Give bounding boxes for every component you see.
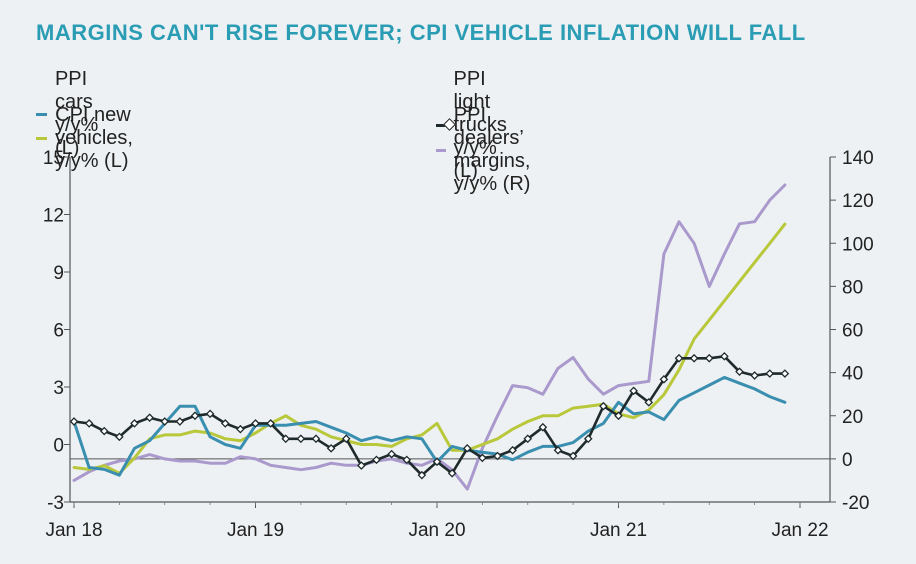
y-left-tick-label: 15 xyxy=(43,148,64,169)
series-marker-point xyxy=(387,449,396,459)
y-right-tick-label: 140 xyxy=(842,148,874,169)
y-right-tick-label: 20 xyxy=(842,407,863,428)
series-marker-point xyxy=(160,417,170,426)
series-marker-point xyxy=(599,401,608,411)
series-marker-point xyxy=(99,426,109,436)
series-line-1 xyxy=(72,354,787,477)
series-marker-point xyxy=(735,367,744,376)
legend-item-ppi-cars: PPI cars y/y% (L) xyxy=(36,68,115,160)
series-marker-point xyxy=(780,369,790,378)
legend-swatch-ppi-cars xyxy=(36,112,47,116)
y-left-tick-label: 0 xyxy=(53,436,64,457)
y-left-tick-label: 12 xyxy=(43,206,64,227)
legend-item-cpi-new-vehicles: CPI new vehicles, y/y% (L) xyxy=(36,104,150,173)
series-marker-point xyxy=(145,413,154,422)
y-right-tick-label: 60 xyxy=(842,321,863,342)
x-tick-label: Jan 18 xyxy=(45,520,102,541)
legend-item-ppi-dealers-margins: PPI dealers’ margins, y/y% (R) xyxy=(436,104,549,196)
y-right-tick-label: 80 xyxy=(842,277,863,298)
y-left-tick-label: 9 xyxy=(53,263,64,284)
x-tick-label: Jan 21 xyxy=(590,520,647,541)
series-marker-point xyxy=(341,434,351,444)
legend-label-ppi-dealers-margins: PPI dealers’ margins, y/y% (R) xyxy=(453,104,531,195)
series-marker-point xyxy=(462,444,472,453)
series-marker-point xyxy=(236,424,245,434)
series-line-3 xyxy=(72,183,787,491)
series-marker-point xyxy=(357,461,366,470)
series-marker-point xyxy=(372,455,381,465)
series-marker-point xyxy=(720,352,729,361)
series-marker-point xyxy=(614,411,623,421)
legend-label-ppi-cars: PPI cars y/y% (L) xyxy=(54,68,99,159)
series-marker-point xyxy=(689,353,699,363)
x-tick-label: Jan 20 xyxy=(408,520,465,541)
legend-label-ppi-light-trucks: PPI light trucks y/y% (L) xyxy=(453,68,507,182)
series-marker-point xyxy=(447,468,457,478)
series-marker-point xyxy=(644,398,654,407)
x-tick-label: Jan 22 xyxy=(771,520,828,541)
series-marker-point xyxy=(523,434,533,444)
series-marker-point xyxy=(130,419,139,428)
series-marker-point xyxy=(311,434,321,444)
series-marker-point xyxy=(508,445,517,455)
series-marker-point xyxy=(568,451,578,461)
series-marker-point xyxy=(765,369,775,378)
series-marker-point xyxy=(251,419,260,428)
series-marker-point xyxy=(281,434,291,444)
series-marker-point xyxy=(296,434,306,444)
series-marker-point xyxy=(417,470,427,480)
y-right-tick-label: -20 xyxy=(842,493,869,514)
series-line-2 xyxy=(72,222,787,475)
series-marker-point xyxy=(674,353,684,363)
series-marker-point xyxy=(175,417,185,426)
series-marker-point xyxy=(583,434,593,444)
y-left-tick-label: 3 xyxy=(53,378,64,399)
series-marker-point xyxy=(750,371,759,380)
y-right-tick-label: 0 xyxy=(842,450,853,471)
series-marker-point xyxy=(326,444,336,453)
series-marker-point xyxy=(538,422,548,432)
legend-label-cpi-new-vehicles: CPI new vehicles, y/y% (L) xyxy=(55,104,133,172)
series-marker-point xyxy=(205,409,215,419)
series-marker-point xyxy=(629,386,638,396)
series-line-0 xyxy=(72,375,787,477)
series-marker-point xyxy=(190,411,200,421)
chart-title: MARGINS CAN'T RISE FOREVER; CPI VEHICLE … xyxy=(36,20,806,45)
y-right-tick-label: 40 xyxy=(842,364,863,385)
series-marker-point xyxy=(84,419,94,428)
y-left-tick-label: -3 xyxy=(47,493,64,514)
series-marker-point xyxy=(266,419,275,428)
series-marker-point xyxy=(115,432,124,442)
y-right-tick-label: 100 xyxy=(842,234,874,255)
legend-swatch-ppi-dealers-margins xyxy=(436,148,446,152)
legend-item-ppi-light-trucks: PPI light trucks y/y% (L) xyxy=(436,68,525,183)
series-marker-point xyxy=(493,451,502,461)
series-marker-point xyxy=(553,445,563,455)
y-left-tick-label: 6 xyxy=(53,321,64,342)
y-right-tick-label: 120 xyxy=(842,191,874,212)
series-marker-point xyxy=(69,417,79,426)
series-marker-point xyxy=(402,455,412,465)
legend-swatch-ppi-light-trucks xyxy=(436,118,456,131)
series-marker-point xyxy=(220,419,230,428)
series-marker-point xyxy=(659,375,669,384)
x-tick-label: Jan 19 xyxy=(227,520,284,541)
series-marker-point xyxy=(704,353,714,363)
series-marker-point xyxy=(478,453,487,463)
legend-swatch-cpi-new-vehicles xyxy=(36,137,48,140)
series-marker-point xyxy=(432,457,442,467)
